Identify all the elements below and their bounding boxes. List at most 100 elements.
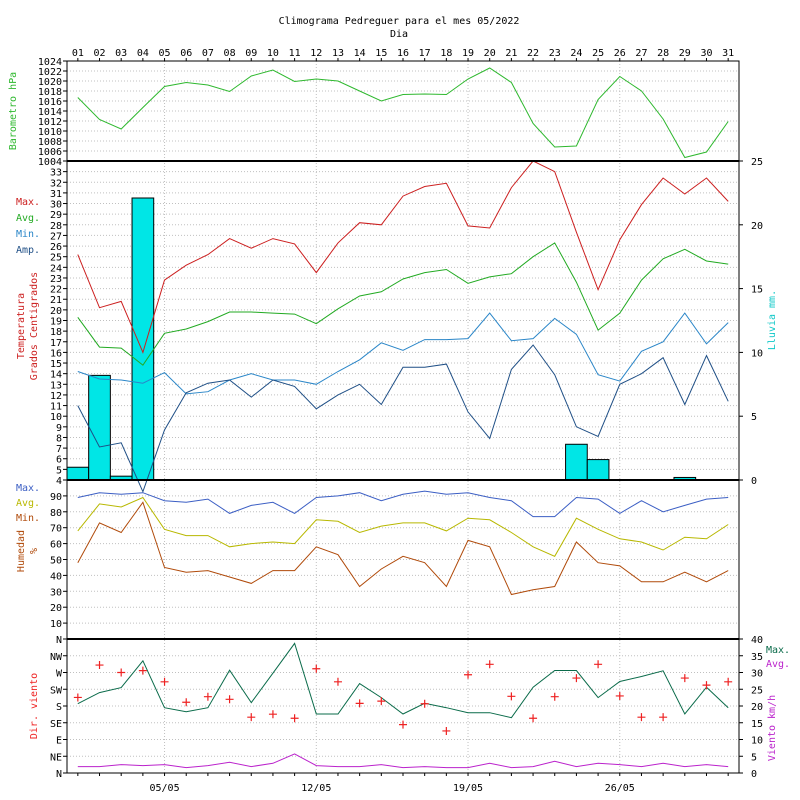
temperature-tick-label: 25: [50, 253, 62, 264]
wind-direction-marker: [312, 664, 321, 673]
wind-direction-marker: [529, 714, 538, 723]
temperature-tick-label: 29: [50, 210, 62, 221]
day-tick-label: 26: [614, 48, 626, 59]
wind-dir-tick-label: E: [56, 736, 62, 747]
wind-speed-tick-label: 40: [751, 635, 763, 646]
series-layer: [73, 67, 733, 769]
wind-direction-marker: [268, 710, 277, 719]
barometer-tick-label: 1010: [38, 127, 62, 138]
wind-direction-marker: [724, 677, 733, 686]
wind-speed-tick-label: 30: [751, 669, 763, 680]
wind-speed-tick-label: 20: [751, 702, 763, 713]
temperature-tick-label: 9: [56, 423, 62, 434]
temperature-tick-label: 8: [56, 433, 62, 444]
day-tick-label: 10: [267, 48, 279, 59]
humidity-tick-label: 60: [50, 540, 62, 551]
day-tick-label: 12: [310, 48, 322, 59]
wind-direction-marker: [442, 726, 451, 735]
temperature-tick-label: 13: [50, 380, 62, 391]
day-tick-label: 15: [375, 48, 387, 59]
barometer-tick-label: 1020: [38, 77, 62, 88]
day-tick-label: 02: [93, 48, 105, 59]
rain-bar: [66, 466, 90, 481]
temperature-tick-label: 10: [50, 412, 62, 423]
wind-direction-marker: [659, 713, 668, 722]
temperature-tick-label: 31: [50, 189, 62, 200]
date-tick-label: 05/05: [149, 783, 179, 794]
temp-max-line: [77, 160, 729, 354]
day-tick-label: 28: [657, 48, 669, 59]
rain-bar: [586, 459, 610, 481]
day-tick-label: 08: [224, 48, 236, 59]
barometer-tick-label: 1008: [38, 137, 62, 148]
day-tick-label: 19: [462, 48, 474, 59]
wind-direction-marker: [550, 692, 559, 701]
rain-bar: [565, 443, 588, 481]
day-tick-label: 17: [419, 48, 431, 59]
barometer-tick-label: 1012: [38, 117, 62, 128]
temperature-tick-label: 28: [50, 221, 62, 232]
wind-direction-marker: [507, 692, 516, 701]
chart-title: Climograma Pedreguer para el mes 05/2022: [279, 16, 520, 27]
humidity-axis-label-group: Humedad%: [16, 530, 40, 572]
wind-max-line: [77, 642, 729, 719]
day-tick-label: 24: [570, 48, 582, 59]
temperature-tick-label: 17: [50, 338, 62, 349]
wind-speed-tick-label: 25: [751, 685, 763, 696]
frame-layer: [63, 58, 743, 776]
day-tick-label: 03: [115, 48, 127, 59]
temperature-axis-label: Temperatura: [16, 293, 27, 359]
wind-direction-marker: [377, 697, 386, 706]
rain-bar: [88, 374, 111, 481]
barometer-tick-label: 1018: [38, 87, 62, 98]
wind-dir-tick-label: W: [56, 669, 63, 680]
wind-direction-marker: [247, 713, 256, 722]
day-tick-label: 13: [332, 48, 344, 59]
humidity-tick-label: 80: [50, 508, 62, 519]
chart-subtitle: Dia: [390, 29, 408, 40]
rain-tick-label: 15: [751, 285, 763, 296]
day-tick-label: 11: [289, 48, 301, 59]
humidity-legend-item: Avg.: [16, 498, 40, 509]
wind-speed-tick-label: 10: [751, 736, 763, 747]
wind-speed-tick-label: 15: [751, 719, 763, 730]
wind-legend-item: Max.: [766, 645, 790, 656]
wind-direction-marker: [702, 681, 711, 690]
wind-speed-tick-label: 5: [751, 752, 757, 763]
temperature-tick-label: 26: [50, 242, 62, 253]
humidity-avg-line: [77, 496, 729, 557]
grid-layer: [67, 61, 739, 773]
temperature-tick-label: 15: [50, 359, 62, 370]
day-tick-label: 30: [700, 48, 712, 59]
humidity-legend-item: Max.: [16, 483, 40, 494]
wind-direction-marker: [420, 699, 429, 708]
wind-dir-axis-label: Dir. viento: [29, 673, 40, 739]
wind-dir-tick-label: S: [56, 702, 62, 713]
wind-direction-marker: [399, 720, 407, 729]
wind-dir-tick-label: SE: [50, 719, 62, 730]
temperature-axis-label: Grados Centigrados: [29, 272, 40, 380]
wind-direction-marker: [594, 660, 603, 669]
rain-bar: [131, 197, 155, 481]
day-tick-label: 27: [635, 48, 647, 59]
day-tick-label: 04: [137, 48, 149, 59]
wind-speed-tick-label: 0: [751, 769, 757, 780]
wind-direction-marker: [160, 677, 169, 686]
barometer-tick-label: 1022: [38, 67, 62, 78]
day-tick-label: 20: [484, 48, 496, 59]
day-tick-label: 09: [245, 48, 257, 59]
barometer-tick-label: 1024: [38, 57, 62, 68]
rain-tick-label: 5: [751, 412, 757, 423]
day-tick-label: 25: [592, 48, 604, 59]
day-tick-label: 01: [72, 48, 84, 59]
temperature-tick-label: 23: [50, 274, 62, 285]
temperature-tick-label: 30: [50, 200, 62, 211]
temperature-tick-label: 11: [50, 402, 62, 413]
humidity-tick-label: 20: [50, 603, 62, 614]
wind-direction-marker: [572, 674, 581, 683]
wind-direction-marker: [203, 692, 212, 701]
wind-dir-tick-label: NW: [50, 652, 63, 663]
wind-dir-tick-label: NE: [50, 752, 62, 763]
temperature-legend-item: Amp.: [16, 245, 40, 256]
temperature-tick-label: 7: [56, 444, 62, 455]
